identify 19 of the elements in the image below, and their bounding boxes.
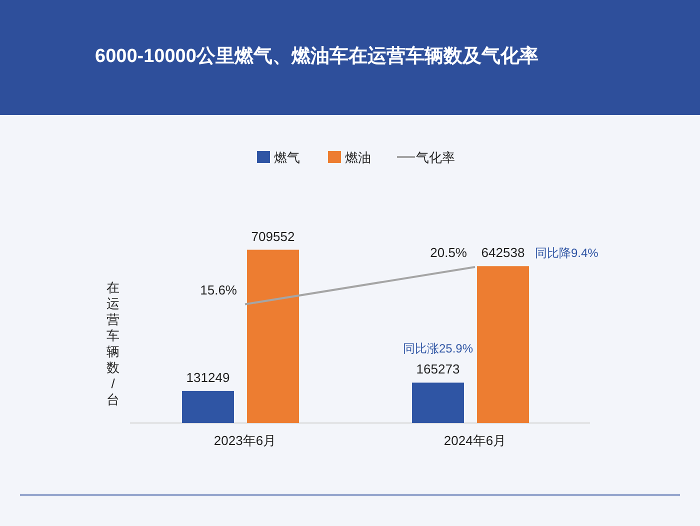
data-label: 709552 <box>251 228 295 244</box>
y-axis-title: 在运营车辆数/台 <box>106 280 120 407</box>
legend-label: 气化率 <box>416 150 455 165</box>
data-label: 165273 <box>416 362 460 377</box>
data-label: 20.5% <box>430 244 468 260</box>
x-tick-label: 2024年6月 <box>444 433 506 448</box>
data-label: 15.6% <box>200 282 238 298</box>
legend-label: 燃油 <box>345 150 371 165</box>
annotation: 同比降9.4% <box>535 246 599 260</box>
bar <box>412 382 464 423</box>
annotation: 同比涨25.9% <box>402 342 474 356</box>
legend-label: 燃气 <box>274 150 300 165</box>
bar <box>477 266 529 423</box>
chart-title: 6000-10000公里燃气、燃油车在运营车辆数及气化率 <box>95 45 538 67</box>
bar <box>247 250 299 423</box>
x-tick-label: 2023年6月 <box>214 433 276 448</box>
data-label: 131249 <box>186 370 230 385</box>
bar <box>182 390 234 423</box>
data-label: 642538 <box>481 245 525 260</box>
